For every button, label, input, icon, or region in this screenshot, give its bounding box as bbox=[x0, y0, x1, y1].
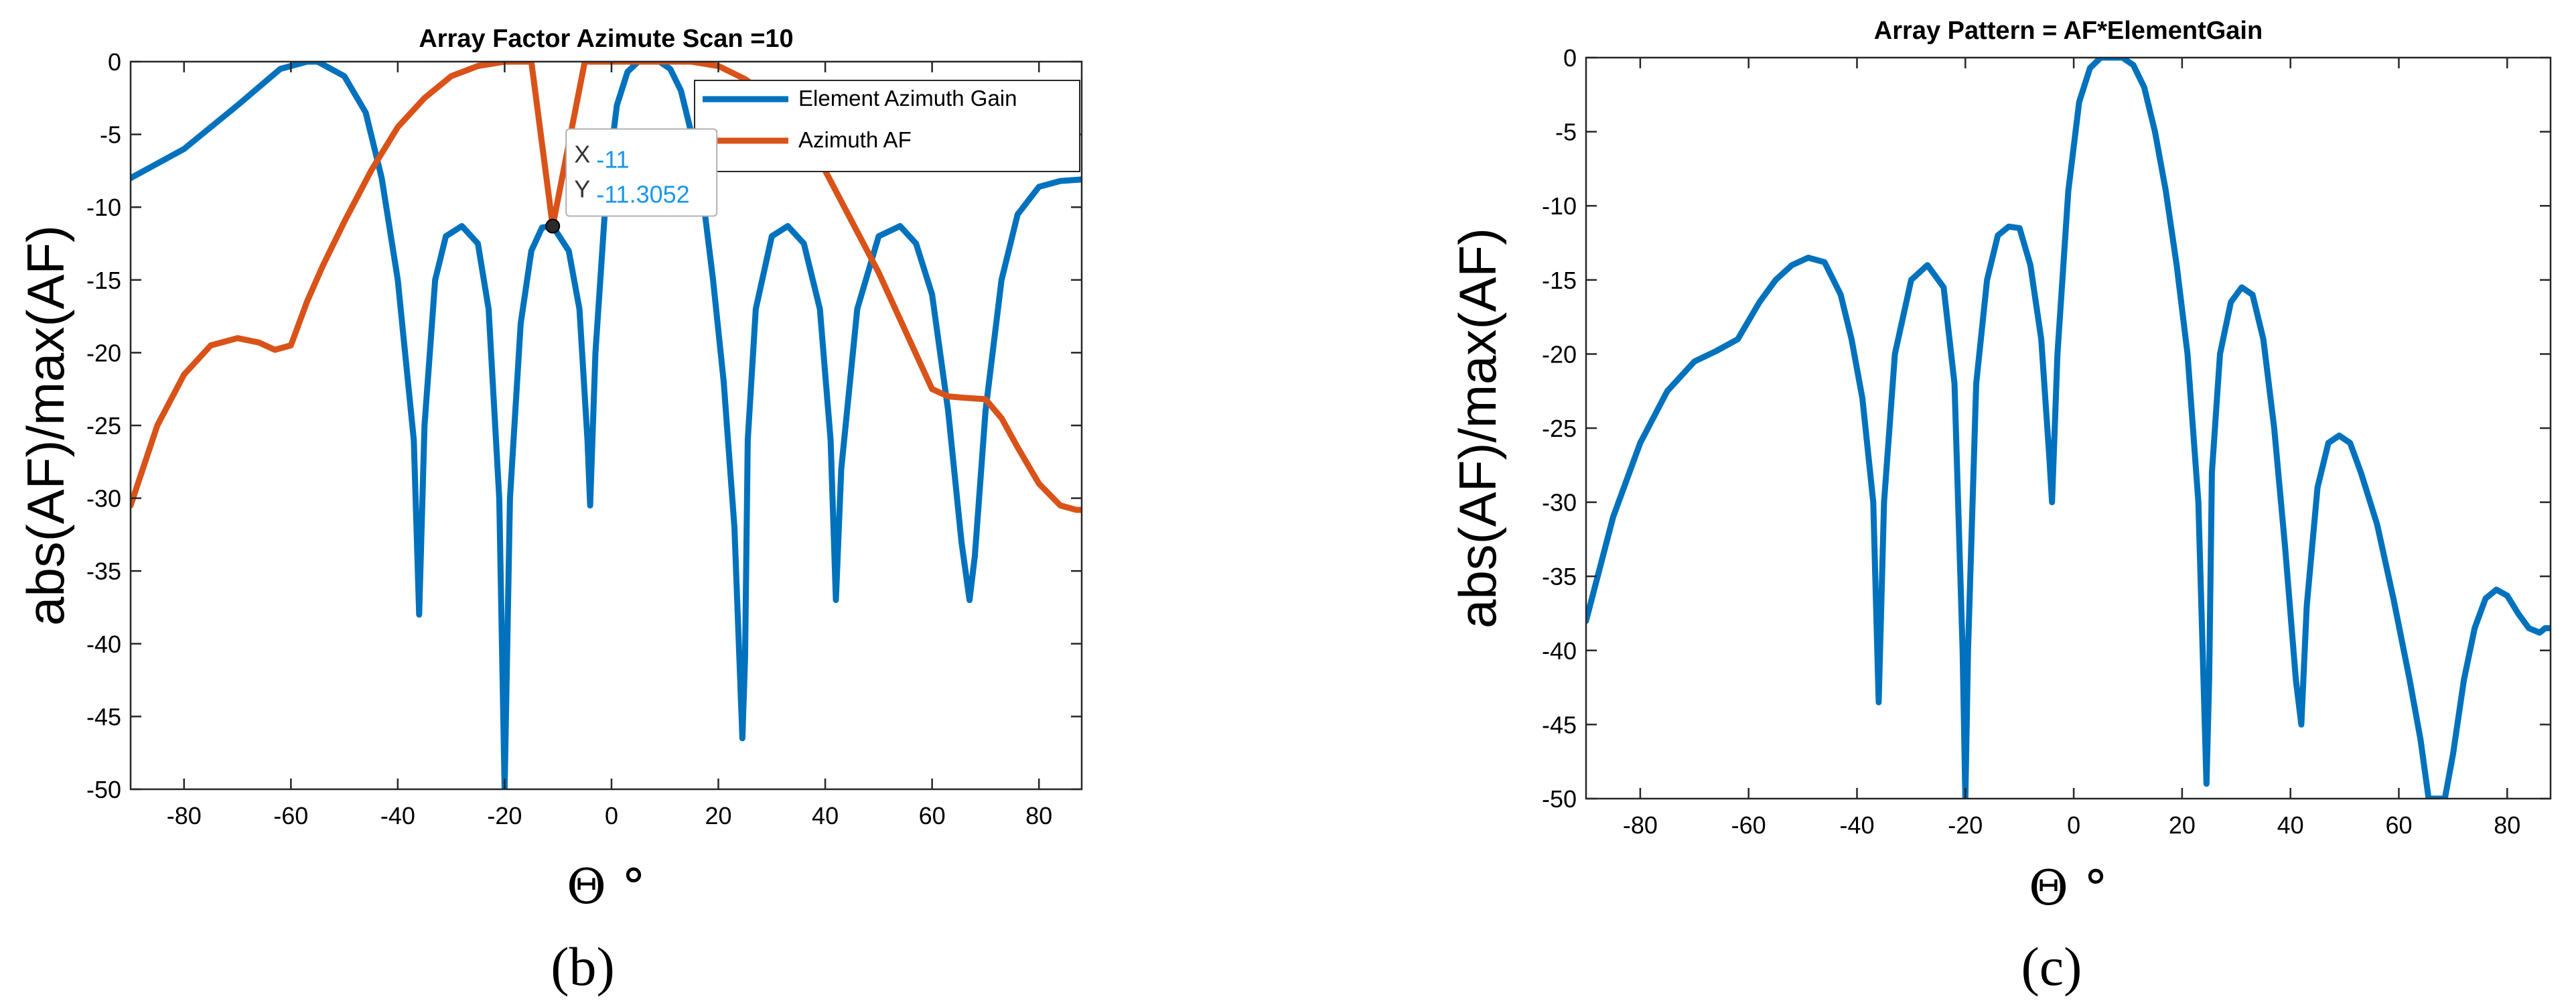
datatip-marker bbox=[545, 218, 561, 234]
x-tick-label: -40 bbox=[1839, 811, 1874, 839]
y-tick-label: -45 bbox=[86, 703, 121, 730]
y-tick-label: -40 bbox=[86, 630, 121, 658]
y-tick-label: -15 bbox=[86, 267, 121, 294]
series-line-2 bbox=[131, 62, 1082, 513]
chart-title: Array Factor Azimute Scan =10 bbox=[419, 25, 793, 53]
y-tick-label: -5 bbox=[1555, 119, 1577, 146]
datatip-x-key: X bbox=[574, 141, 590, 168]
y-tick-label: -5 bbox=[100, 121, 121, 149]
x-tick-label: -60 bbox=[273, 802, 308, 829]
x-tick-label: 80 bbox=[2494, 811, 2520, 839]
datatip-y-key: Y bbox=[574, 176, 590, 203]
x-tick-label: -20 bbox=[1948, 811, 1983, 839]
y-tick-label: 0 bbox=[1563, 44, 1577, 72]
legend-box bbox=[694, 80, 1080, 172]
x-axis-label: Θ ° bbox=[567, 858, 646, 915]
y-tick-label: -25 bbox=[1542, 415, 1577, 442]
datatip-box bbox=[565, 128, 718, 217]
y-tick-label: -30 bbox=[1542, 489, 1577, 517]
y-tick-label: -20 bbox=[86, 339, 121, 366]
legend: Element Azimuth Gain Azimuth AF bbox=[694, 80, 1080, 172]
y-tick-label: -10 bbox=[1542, 192, 1577, 220]
legend-entry-2: Azimuth AF bbox=[798, 127, 912, 152]
x-tick-label: -40 bbox=[380, 802, 415, 829]
y-tick-label: -50 bbox=[86, 776, 121, 803]
y-tick-label: -50 bbox=[1542, 785, 1577, 813]
y-tick-label: -20 bbox=[1542, 340, 1577, 368]
x-tick-label: 20 bbox=[705, 802, 732, 829]
chart-svg-c: Array Pattern = AF*ElementGain -80 -60 -40 -… bbox=[1448, 17, 2552, 997]
x-tick-label: 40 bbox=[2277, 811, 2304, 839]
y-tick-label: -35 bbox=[86, 557, 121, 585]
panel-label: (b) bbox=[551, 936, 615, 997]
y-tick-label: -25 bbox=[86, 412, 121, 440]
panel-label: (c) bbox=[2021, 936, 2082, 997]
chart-panel-b: Array Factor Azimute Scan =10 -80 -60 -40 -2… bbox=[16, 25, 1083, 997]
chart-svg-b: Array Factor Azimute Scan =10 -80 -60 -40 -2… bbox=[16, 25, 1083, 997]
x-tick-label: 20 bbox=[2169, 811, 2196, 839]
legend-entry-1: Element Azimuth Gain bbox=[798, 86, 1017, 111]
x-tick-label: 60 bbox=[2385, 811, 2412, 839]
y-axis-label: abs(AF)/max(AF) bbox=[16, 225, 75, 626]
x-axis-label: Θ ° bbox=[2029, 860, 2108, 916]
x-tick-label: -80 bbox=[1623, 811, 1658, 839]
y-tick-label: -15 bbox=[1542, 267, 1577, 294]
y-tick-label: -10 bbox=[86, 194, 121, 221]
x-tick-label: 80 bbox=[1025, 802, 1052, 829]
x-tick-label: 60 bbox=[919, 802, 946, 829]
series-line-1 bbox=[131, 62, 1082, 789]
y-tick-label: -45 bbox=[1542, 711, 1577, 738]
x-tick-label: -60 bbox=[1731, 811, 1766, 839]
x-tick-label: 0 bbox=[2067, 811, 2080, 839]
y-tick-label: -35 bbox=[1542, 563, 1577, 590]
y-tick-label: -30 bbox=[86, 485, 121, 513]
x-tick-label: 40 bbox=[812, 802, 839, 829]
y-axis-label: abs(AF)/max(AF) bbox=[1448, 228, 1507, 628]
y-tick-label: 0 bbox=[108, 48, 121, 76]
series-line-1 bbox=[1586, 58, 2551, 799]
datatip: X -11Y -11.3052 bbox=[545, 128, 718, 234]
x-tick-label: -20 bbox=[487, 802, 522, 829]
datatip-x-value: -11 bbox=[596, 146, 629, 174]
chart-title: Array Pattern = AF*ElementGain bbox=[1874, 17, 2263, 45]
chart-panel-c: Array Pattern = AF*ElementGain -80 -60 -40 -… bbox=[1288, 0, 2576, 1007]
x-tick-label: -80 bbox=[167, 802, 202, 829]
datatip-y-value: -11.3052 bbox=[596, 181, 689, 208]
y-tick-label: -40 bbox=[1542, 637, 1577, 665]
x-tick-label: 0 bbox=[605, 802, 618, 829]
